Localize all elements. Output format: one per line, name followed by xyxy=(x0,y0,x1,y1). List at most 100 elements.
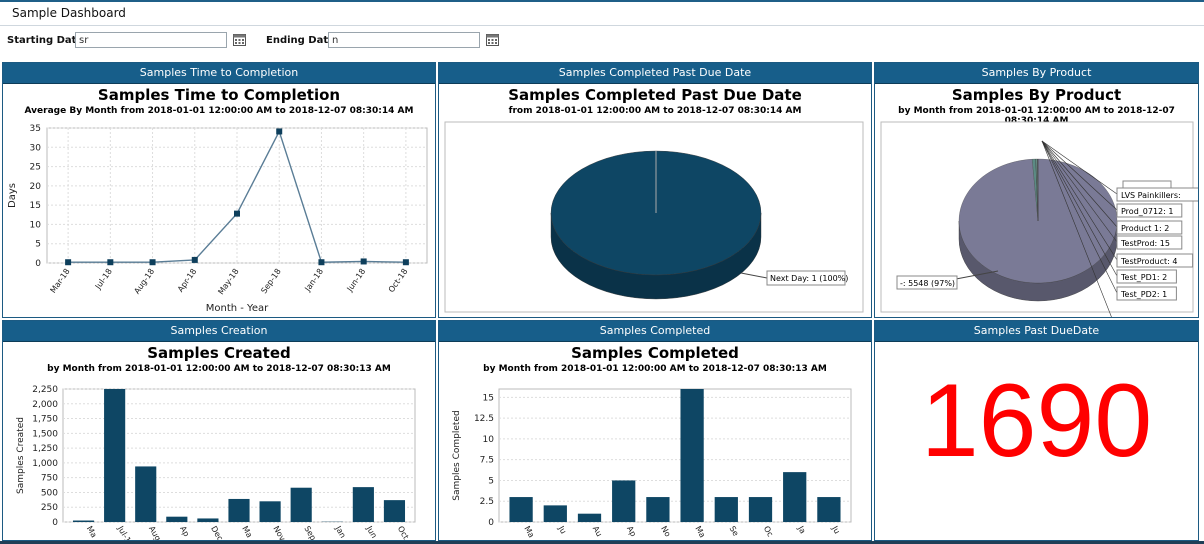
x-tick-label: Jun-18 xyxy=(345,267,368,294)
ending-date-calendar-icon[interactable] xyxy=(486,33,499,46)
slice-label: TestProd: 15 xyxy=(1120,239,1170,248)
y-tick-label: 0 xyxy=(52,518,58,528)
data-point xyxy=(149,259,156,266)
panel-time-to-completion: Samples Time to Completion Samples Time … xyxy=(2,62,436,318)
bar xyxy=(197,518,219,522)
x-tick-label: Aug-18 xyxy=(132,267,156,296)
y-tick-label: 20 xyxy=(30,182,42,192)
starting-date-input[interactable] xyxy=(75,32,227,48)
app-header: Sample Dashboard xyxy=(0,0,1204,26)
chart-title: Samples Completed xyxy=(571,344,739,362)
panel-past-due: Samples Completed Past Due Date Samples … xyxy=(438,62,872,318)
slice-label-box xyxy=(1116,187,1198,202)
x-tick-label: Sep xyxy=(302,525,317,542)
panel-past-due-date: Samples Past DueDate 1690 xyxy=(874,320,1199,541)
leader-line xyxy=(1041,140,1118,243)
bar xyxy=(135,466,157,522)
panel-header: Samples Time to Completion xyxy=(3,63,435,84)
chart-subtitle: by Month from 2018-01-01 12:00:00 AM to … xyxy=(47,364,391,374)
bar xyxy=(228,498,250,522)
x-tick-label: Ap xyxy=(178,525,191,539)
bottom-border xyxy=(0,541,1204,544)
y-tick-label: 35 xyxy=(30,124,41,134)
panel-header: Samples By Product xyxy=(875,63,1198,84)
bar xyxy=(290,487,312,522)
x-tick-label: Ap xyxy=(625,525,638,539)
panel-header: Samples Past DueDate xyxy=(875,321,1198,342)
chart-title: Samples Time to Completion xyxy=(97,86,341,104)
date-filter-bar: Starting Date Ending Date xyxy=(0,27,1204,57)
y-axis-label: Samples Completed xyxy=(452,410,462,500)
chart-subtitle: by Month from 2018-01-01 12:00:00 AM to … xyxy=(898,106,1175,126)
panel-header: Samples Completed xyxy=(439,321,871,342)
by-product-pie-chart: LVS Painkillers: Prod_0712: 1 Product 1: 2… xyxy=(880,121,1198,317)
bar xyxy=(72,520,95,522)
chart-title: Samples Created xyxy=(147,344,291,362)
y-tick-label: 10 xyxy=(30,220,42,230)
x-tick-label: Oc xyxy=(762,525,775,539)
x-tick-label: Ja xyxy=(795,524,807,536)
x-tick-label: Jul-18 xyxy=(93,267,114,292)
data-point xyxy=(65,259,72,266)
samples-completed-bar-chart: 0 2.5 5 7.5 10 12.5 15 Ma Ju Au Ap No Ma Se Oc Ja Ju Samp… xyxy=(452,388,852,540)
y-tick-label: 7.5 xyxy=(480,456,494,466)
y-tick-label: 1,000 xyxy=(32,459,58,469)
starting-date-calendar-icon[interactable] xyxy=(233,33,246,46)
slice-label: Next Day: 1 (100%) xyxy=(770,274,848,283)
y-tick-label: 2.5 xyxy=(480,497,494,507)
x-tick-label: Oct xyxy=(396,525,411,541)
slice-label-box xyxy=(1116,203,1183,218)
x-tick-label: Se xyxy=(728,525,741,538)
x-tick-label: Ma xyxy=(522,525,536,540)
ending-date-input[interactable] xyxy=(328,32,480,48)
x-axis-label: Month - Year xyxy=(206,303,269,314)
x-tick-label: Ma xyxy=(85,525,99,540)
y-tick-label: 750 xyxy=(41,474,58,484)
leader-line xyxy=(1041,140,1118,228)
leader-line xyxy=(1041,140,1118,195)
y-tick-label: 0 xyxy=(35,259,41,269)
x-tick-label: Oct-18 xyxy=(387,267,410,294)
leader-line xyxy=(1041,140,1112,317)
leader-line xyxy=(1041,140,1118,211)
chart-title: Samples Completed Past Due Date xyxy=(508,86,802,104)
slice-label-box xyxy=(1116,220,1183,235)
bar xyxy=(714,497,738,522)
slice-label-box xyxy=(1116,286,1177,301)
x-tick-label: Jun xyxy=(364,524,379,540)
bar xyxy=(352,487,374,522)
x-tick-label: Ju xyxy=(830,524,842,536)
bar xyxy=(748,497,773,522)
samples-created-bar-chart: 0 250 500 750 1,000 1,250 1,500 1,750 2,000 2,250… xyxy=(16,385,416,542)
slice-label: -: 5548 (97%) xyxy=(900,279,955,288)
x-tick-label: Sep-18 xyxy=(259,267,283,295)
chart-title: Samples By Product xyxy=(951,86,1122,104)
x-tick-label: No xyxy=(659,525,672,539)
y-tick-label: 1,750 xyxy=(32,415,58,425)
y-tick-label: 12.5 xyxy=(474,414,494,424)
panel-header: Samples Creation xyxy=(3,321,435,342)
bar xyxy=(543,505,567,522)
leader-line xyxy=(1041,140,1118,294)
data-point xyxy=(318,259,325,266)
bar xyxy=(612,480,636,522)
x-tick-label: Nov xyxy=(271,525,287,542)
slice-label: Product 1: 2 xyxy=(1121,224,1169,233)
y-tick-label: 15 xyxy=(483,393,494,403)
past-due-count: 1690 xyxy=(920,363,1153,479)
y-tick-label: 1,250 xyxy=(32,444,58,454)
x-tick-label: Ma xyxy=(240,525,254,540)
time-to-completion-chart: 0 5 10 15 20 25 30 35 Mar-18 Jul-18 Aug-18 Apr-18 Ma… xyxy=(7,124,428,314)
bar xyxy=(259,501,281,522)
leader-line xyxy=(1041,140,1118,261)
data-point xyxy=(402,259,409,266)
x-tick-label: Ju xyxy=(556,524,568,536)
panel-creation: Samples Creation Samples Created by Mont… xyxy=(2,320,436,541)
slice-label-box xyxy=(896,275,958,290)
y-tick-label: 30 xyxy=(30,143,42,153)
bar xyxy=(646,497,670,522)
leader-line xyxy=(740,272,768,279)
bar xyxy=(166,516,188,522)
slice-label: Prod_0712: 1 xyxy=(1121,207,1173,216)
bar xyxy=(783,472,807,522)
